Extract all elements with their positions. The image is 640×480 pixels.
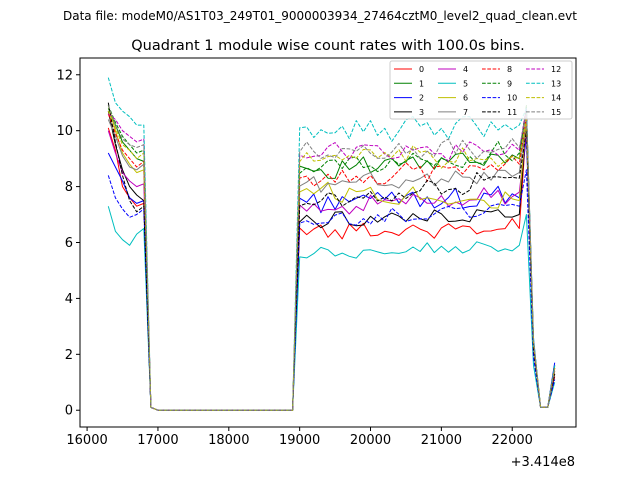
x-tick-label: 18000 (208, 433, 249, 448)
x-tick-label: 21000 (421, 433, 462, 448)
x-tick-label: 16000 (66, 433, 107, 448)
y-tick-label: 6 (65, 236, 73, 251)
legend-label-2: 2 (419, 94, 424, 103)
x-tick-label: 19000 (279, 433, 320, 448)
legend-label-6: 6 (463, 94, 468, 103)
chart-title: Quadrant 1 module wise count rates with … (131, 38, 525, 54)
series-line-8 (107, 113, 556, 411)
y-tick-label: 12 (56, 68, 73, 83)
y-tick-label: 4 (65, 292, 73, 307)
series-line-10 (107, 169, 556, 411)
legend-label-13: 13 (551, 79, 561, 88)
legend-label-8: 8 (507, 65, 512, 74)
plot-lines (107, 77, 556, 411)
series-line-15 (107, 105, 556, 411)
legend-box (389, 60, 573, 120)
plot-frame (79, 57, 577, 428)
y-tick-label: 0 (65, 404, 73, 419)
legend-label-15: 15 (551, 108, 561, 117)
y-tick-label: 8 (65, 180, 73, 195)
axis-ticks: 16000 17000 18000 19000 20000 21000 22000 0 2 4 6 8… (56, 68, 532, 448)
y-tick-label: 2 (65, 348, 73, 363)
legend-label-5: 5 (463, 79, 468, 88)
legend-label-11: 11 (507, 108, 517, 117)
legend-label-7: 7 (463, 108, 468, 117)
legend-label-1: 1 (419, 79, 424, 88)
legend-label-10: 10 (507, 94, 517, 103)
x-tick-label: 20000 (350, 433, 391, 448)
legend-label-0: 0 (419, 65, 424, 74)
x-offset-label: +3.414e8 (511, 455, 575, 470)
legend-label-12: 12 (551, 65, 561, 74)
legend-label-3: 3 (419, 108, 424, 117)
legend-label-4: 4 (463, 65, 468, 74)
legend-label-14: 14 (551, 94, 561, 103)
series-line-12 (107, 107, 556, 411)
x-tick-label: 22000 (492, 433, 533, 448)
chart-suptitle: Data file: modeM0/AS1T03_249T01_90000039… (63, 9, 577, 23)
x-tick-label: 17000 (137, 433, 178, 448)
y-tick-label: 10 (56, 124, 73, 139)
legend-label-9: 9 (507, 79, 512, 88)
